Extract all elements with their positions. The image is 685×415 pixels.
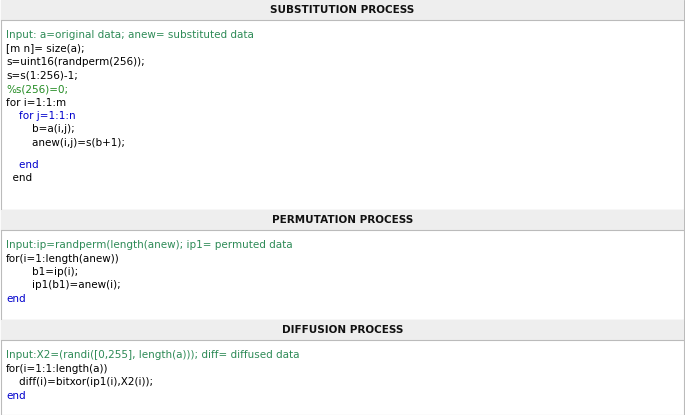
Text: b1=ip(i);: b1=ip(i);	[6, 267, 78, 277]
FancyBboxPatch shape	[1, 0, 684, 210]
Text: [m n]= size(a);: [m n]= size(a);	[6, 44, 85, 54]
Text: diff(i)=bitxor(ip1(i),X2(i));: diff(i)=bitxor(ip1(i),X2(i));	[6, 377, 153, 387]
FancyBboxPatch shape	[1, 210, 684, 320]
Text: for i=1:1:m: for i=1:1:m	[6, 98, 66, 107]
Text: end: end	[6, 294, 25, 304]
Text: ip1(b1)=anew(i);: ip1(b1)=anew(i);	[6, 281, 121, 290]
FancyBboxPatch shape	[1, 0, 684, 20]
Text: anew(i,j)=s(b+1);: anew(i,j)=s(b+1);	[6, 138, 125, 148]
Text: DIFFUSION PROCESS: DIFFUSION PROCESS	[282, 325, 403, 335]
Text: SUBSTITUTION PROCESS: SUBSTITUTION PROCESS	[271, 5, 414, 15]
Text: for(i=1:1:length(a)): for(i=1:1:length(a))	[6, 364, 108, 374]
FancyBboxPatch shape	[1, 210, 684, 230]
FancyBboxPatch shape	[1, 320, 684, 340]
Text: end: end	[6, 391, 25, 400]
Text: s=s(1:256)-1;: s=s(1:256)-1;	[6, 71, 78, 81]
Text: %s(256)=0;: %s(256)=0;	[6, 84, 68, 94]
Text: Input: a=original data; anew= substituted data: Input: a=original data; anew= substitute…	[6, 30, 254, 40]
Text: end: end	[6, 173, 32, 183]
Text: b=a(i,j);: b=a(i,j);	[6, 124, 75, 134]
Text: Input:ip=randperm(length(anew); ip1= permuted data: Input:ip=randperm(length(anew); ip1= per…	[6, 240, 292, 250]
Text: for(i=1:length(anew)): for(i=1:length(anew))	[6, 254, 120, 264]
Text: PERMUTATION PROCESS: PERMUTATION PROCESS	[272, 215, 413, 225]
Text: end: end	[6, 160, 38, 170]
Text: s=uint16(randperm(256));: s=uint16(randperm(256));	[6, 57, 145, 67]
FancyBboxPatch shape	[1, 320, 684, 415]
Text: Input:X2=(randi([0,255], length(a))); diff= diffused data: Input:X2=(randi([0,255], length(a))); di…	[6, 350, 299, 360]
Text: for j=1:1:n: for j=1:1:n	[6, 111, 75, 121]
